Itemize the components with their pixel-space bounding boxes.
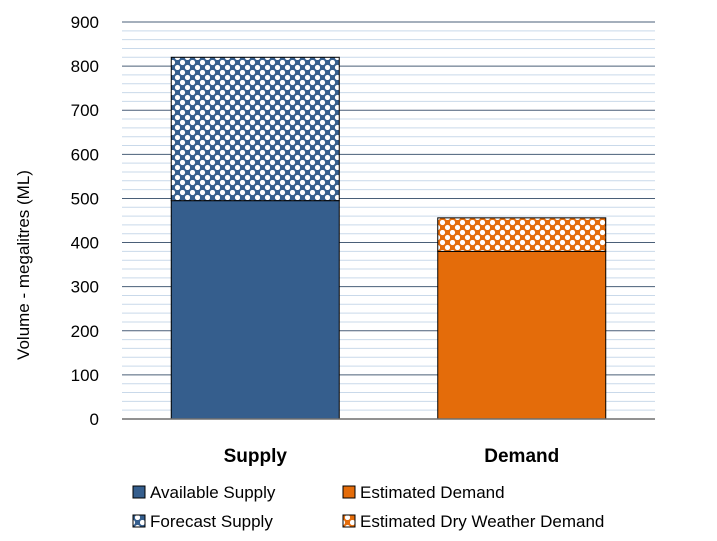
y-tick-label: 900 [71, 13, 99, 32]
plot-area [122, 21, 655, 420]
y-tick-label: 400 [71, 234, 99, 253]
legend-label-forecast-supply: Forecast Supply [150, 512, 273, 531]
legend-swatch-forecast-supply [132, 514, 146, 528]
legend-label-estimated-demand: Estimated Demand [360, 483, 505, 502]
bars [170, 56, 607, 420]
legend-swatch-estimated-dry-weather-demand [342, 514, 356, 528]
y-tick-label: 100 [71, 366, 99, 385]
bar-forecast-supply [170, 56, 340, 202]
legend-label-estimated-dry-weather-demand: Estimated Dry Weather Demand [360, 512, 604, 531]
bar-available-supply [170, 200, 340, 420]
y-tick-label: 200 [71, 322, 99, 341]
y-tick-label: 300 [71, 278, 99, 297]
x-axis-category-labels: Supply Demand [224, 446, 560, 467]
y-tick-label: 0 [90, 410, 99, 429]
y-tick-label: 600 [71, 145, 99, 164]
y-tick-label: 800 [71, 57, 99, 76]
y-tick-label: 500 [71, 189, 99, 208]
legend-swatch-available-supply [132, 485, 146, 499]
x-category-label: Demand [484, 446, 559, 467]
y-tick-label: 700 [71, 101, 99, 120]
bar-estimated-dry-weather-demand [437, 217, 607, 252]
y-axis-tick-labels: 0 100 200 300 400 500 600 700 800 900 [71, 13, 99, 429]
bar-estimated-demand [437, 250, 607, 420]
y-axis-title: Volume - megalitres (ML) [14, 170, 33, 360]
legend-label-available-supply: Available Supply [150, 483, 276, 502]
legend-swatch-estimated-demand [342, 485, 356, 499]
legend: Available Supply Estimated Demand Forecast… [132, 483, 604, 531]
x-category-label: Supply [224, 446, 288, 467]
